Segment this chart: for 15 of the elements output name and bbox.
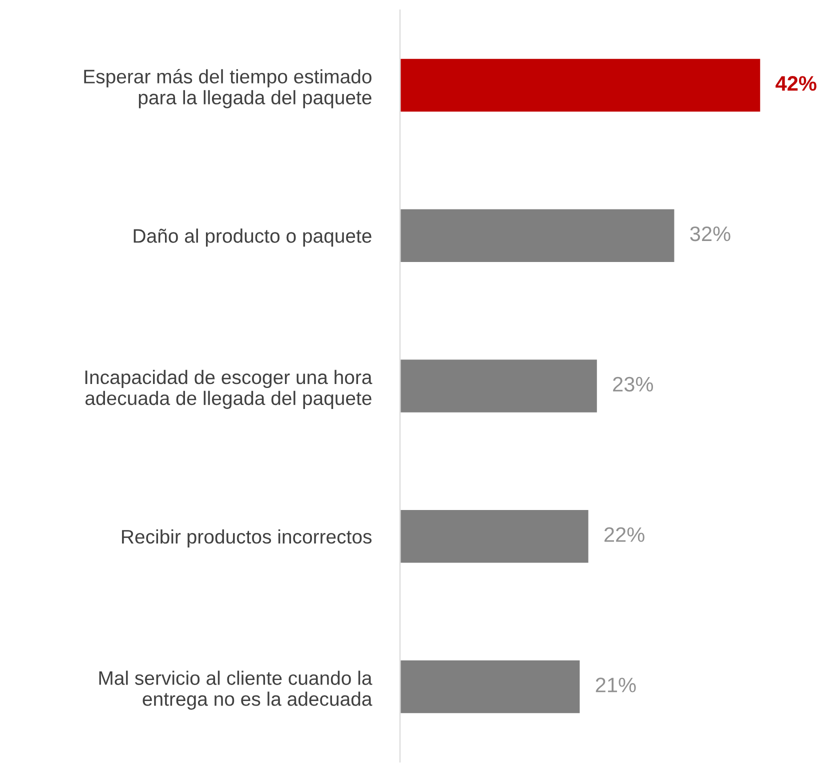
bar (400, 208, 676, 264)
bar (400, 659, 582, 715)
data-label: 32% (690, 226, 730, 242)
bar (400, 57, 762, 113)
data-label: 23% (613, 376, 653, 392)
bar (400, 508, 590, 564)
bar (400, 358, 598, 414)
data-label: 21% (596, 678, 636, 692)
data-label: 22% (604, 527, 644, 542)
y-tick-label: Recibir productos incorrectos (122, 529, 372, 548)
y-tick-label: Mal servicio al cliente cuando la entrega no es la adecuada (99, 670, 372, 710)
y-tick-label: Incapacidad de escoger una hora adecuada de llegada del paquete (85, 370, 372, 409)
data-label: 42% (776, 76, 816, 91)
y-tick-label: Daño al producto o paquete (134, 228, 372, 247)
y-tick-label: Esperar más del tiempo estimado para la llegada del paquete (84, 68, 372, 108)
